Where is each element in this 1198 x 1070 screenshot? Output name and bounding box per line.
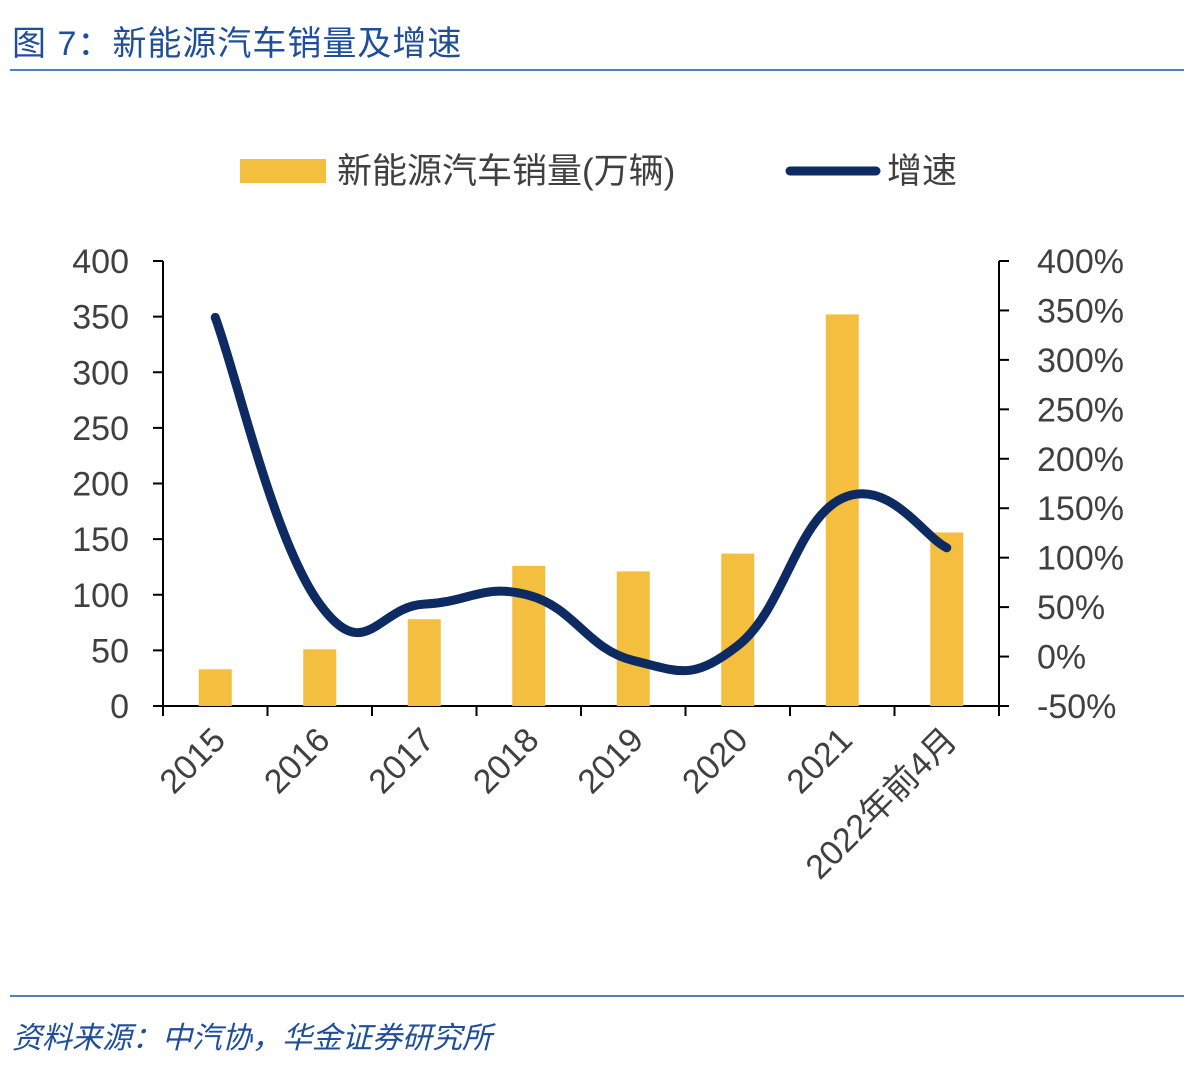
right-tick-label: 400% <box>1037 243 1124 281</box>
x-tick-label: 2016 <box>257 721 337 801</box>
bar <box>198 669 232 706</box>
line-series <box>210 312 952 676</box>
left-tick-label: 300 <box>72 354 129 392</box>
title-divider <box>10 69 1184 71</box>
bar <box>407 619 441 706</box>
legend-swatch-sales <box>240 159 326 183</box>
bar <box>303 649 337 706</box>
right-tick-label: 250% <box>1037 391 1124 429</box>
right-tick-label: 50% <box>1037 589 1105 627</box>
bar <box>930 532 964 706</box>
legend-label-sales: 新能源汽车销量(万辆) <box>337 152 675 191</box>
chart-axes <box>153 260 1009 716</box>
tick-labels: 0 50 100 150 200 250 300 350 400 -50% 0% 50% 100% 150… <box>72 243 1124 887</box>
growth-line <box>210 312 952 676</box>
right-tick-label: 0% <box>1037 639 1086 677</box>
source-divider <box>10 995 1184 997</box>
left-tick-label: 350 <box>72 299 129 337</box>
right-tick-label: -50% <box>1037 688 1116 726</box>
left-tick-label: 150 <box>72 521 129 559</box>
left-tick-label: 250 <box>72 410 129 448</box>
figure-title: 图 7：新能源汽车销量及增速 <box>12 25 463 63</box>
right-tick-label: 150% <box>1037 490 1124 528</box>
bar-series <box>198 314 964 706</box>
x-tick-label: 2019 <box>571 721 651 801</box>
x-tick-label: 2015 <box>153 721 233 801</box>
bar <box>616 571 650 706</box>
x-tick-label: 2018 <box>466 721 546 801</box>
left-tick-label: 400 <box>72 243 129 281</box>
right-tick-label: 300% <box>1037 342 1124 380</box>
right-tick-label: 350% <box>1037 292 1124 330</box>
right-tick-label: 100% <box>1037 540 1124 578</box>
x-tick-label: 2017 <box>362 721 442 801</box>
x-tick-label: 2020 <box>675 721 755 801</box>
x-tick-label: 2021 <box>780 721 860 801</box>
legend-label-growth: 增速 <box>887 152 957 191</box>
left-tick-label: 100 <box>72 577 129 615</box>
left-tick-label: 200 <box>72 466 129 504</box>
chart-legend: 新能源汽车销量(万辆) 增速 <box>240 152 957 191</box>
left-tick-label: 50 <box>91 632 129 670</box>
right-tick-label: 200% <box>1037 441 1124 479</box>
left-tick-label: 0 <box>110 688 129 726</box>
source-note: 资料来源：中汽协，华金证券研究所 <box>12 1022 492 1055</box>
bar <box>512 565 546 706</box>
